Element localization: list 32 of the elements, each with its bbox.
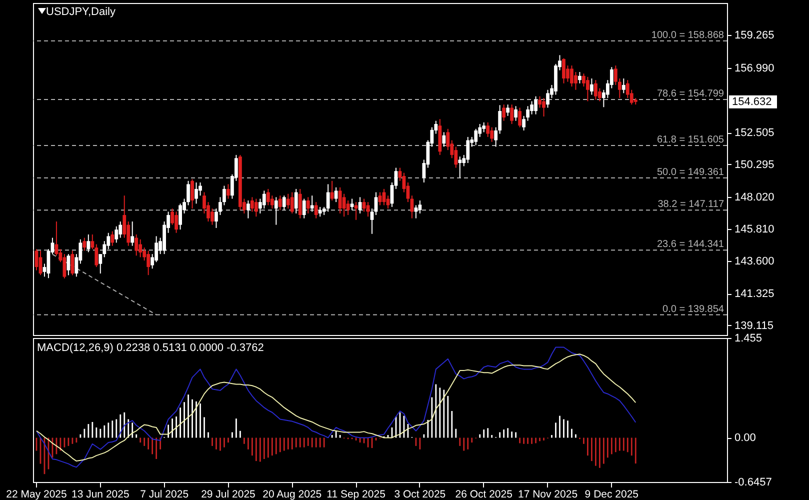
chart-title: USDJPY,Daily: [46, 6, 116, 18]
y-tick-label: -0.6457: [734, 476, 772, 488]
y-tick-label: 141.325: [734, 288, 774, 300]
ref-line-label: 50.0 = 149.361: [656, 166, 724, 178]
y-tick-label: 148.020: [734, 192, 774, 204]
text: 154.632: [732, 96, 772, 108]
y-tick-label: 139.115: [734, 320, 774, 332]
y-tick-label: 143.600: [734, 255, 774, 268]
ref-line-label: 78.6 = 154.799: [656, 88, 724, 100]
ref-line-label: 61.8 = 151.605: [656, 134, 724, 146]
y-tick-label: 150.295: [734, 158, 774, 171]
ref-line-label: 23.6 = 144.341: [656, 239, 724, 250]
x-tick-label: 7 Jul 2025: [140, 488, 189, 500]
ref-line-label: 100.0 = 158.868: [651, 30, 724, 41]
y-tick-label: 156.990: [734, 62, 774, 74]
x-tick-label: 22 May 2025: [6, 488, 68, 500]
x-tick-label: 26 Oct 2025: [455, 488, 513, 500]
x-tick-label: 3 Oct 2025: [394, 488, 446, 500]
x-tick-label: 20 Aug 2025: [262, 488, 322, 500]
x-tick-label: 17 Nov 2025: [518, 488, 578, 500]
ref-line-label: 0.0 = 139.854: [662, 304, 724, 315]
y-tick-label: 1.455: [734, 332, 762, 344]
y-tick-label: 0.00: [734, 432, 756, 444]
x-tick-label: 11 Sep 2025: [326, 488, 386, 500]
x-tick-label: 13 Jun 2025: [71, 488, 130, 500]
x-tick-label: 9 Dec 2025: [584, 488, 639, 500]
y-tick-label: 152.505: [734, 127, 774, 140]
y-tick-label: 145.810: [734, 223, 774, 236]
ref-line-label: 38.2 = 147.117: [658, 199, 724, 210]
y-tick-label: 159.265: [734, 30, 774, 42]
x-tick-label: 29 Jul 2025: [201, 488, 256, 500]
chart-title: MACD(12,26,9) 0.2238 0.5131 0.0000 -0.3762: [37, 342, 264, 354]
